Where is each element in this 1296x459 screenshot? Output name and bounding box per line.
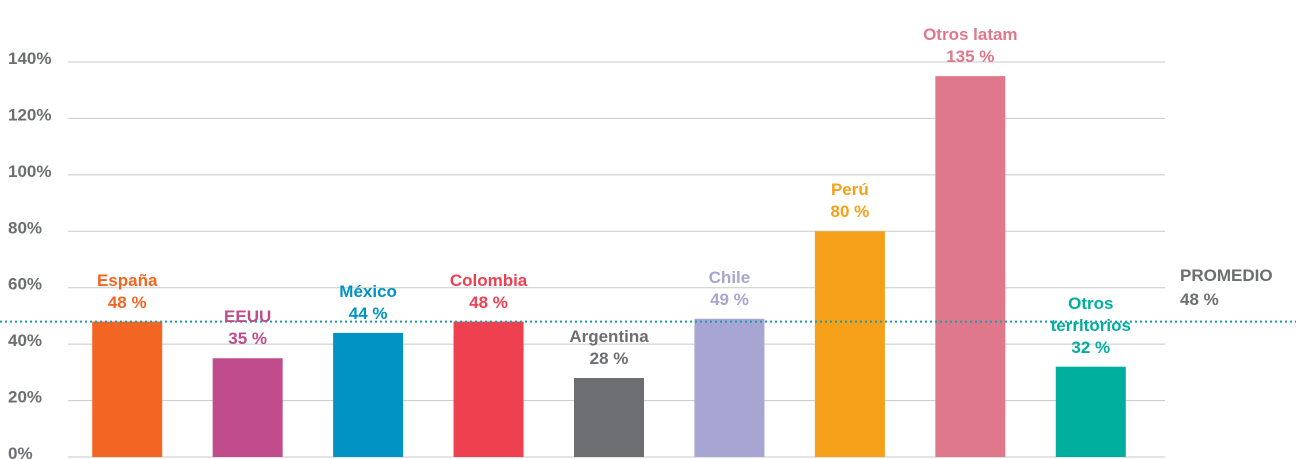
category-label: Colombia <box>449 270 528 290</box>
category-label: Otros latam <box>923 25 1018 45</box>
bar-label: Colombia 48 % <box>429 270 549 314</box>
y-tick-label: 80% <box>8 218 42 237</box>
reference-label: PROMEDIO 48 % <box>1180 264 1273 312</box>
y-tick-label: 140% <box>8 49 51 68</box>
value-label: 28 % <box>589 349 629 368</box>
bar <box>333 332 404 457</box>
y-tick-label: 100% <box>8 162 51 181</box>
bar <box>814 231 885 457</box>
y-tick-label: 120% <box>8 105 51 124</box>
value-label: 80 % <box>830 202 870 222</box>
y-tick-label: 60% <box>8 275 42 294</box>
value-label: 48 % <box>469 292 508 312</box>
value-label: 32 % <box>1071 337 1111 357</box>
category-label: Chile <box>708 267 751 287</box>
value-label: 49 % <box>710 289 749 309</box>
bar-label: Argentina 28 % <box>549 326 669 370</box>
bar-label: México 44 % <box>308 281 428 325</box>
y-tick-label: 0% <box>8 444 33 459</box>
bar-label: Otros latam 135 % <box>910 24 1030 68</box>
category-label: México <box>339 281 397 301</box>
bar-label: EEUU 35 % <box>188 306 308 350</box>
bar-label: España 48 % <box>67 270 187 314</box>
category-label: EEUU <box>224 307 272 327</box>
y-tick-label: 20% <box>8 388 42 407</box>
category-label: Argentina <box>569 327 649 346</box>
value-label: 44 % <box>348 303 388 323</box>
reference-name: PROMEDIO <box>1180 266 1273 285</box>
value-label: 35 % <box>228 329 268 349</box>
value-label: 135 % <box>946 47 995 67</box>
category-label: España <box>96 270 158 290</box>
bar <box>1055 366 1126 457</box>
bar-label: Otros territorios 32 % <box>1031 293 1151 359</box>
bar-label: Chile 49 % <box>669 267 789 311</box>
bar <box>574 378 644 457</box>
category-label: Otros territorios <box>1050 293 1131 335</box>
bar <box>92 321 163 457</box>
bar-label: Perú 80 % <box>790 179 910 223</box>
bar <box>935 76 1006 457</box>
bar <box>212 358 283 457</box>
category-label: Perú <box>830 180 869 200</box>
bar <box>453 321 524 457</box>
bar <box>694 318 765 457</box>
value-label: 48 % <box>107 292 147 312</box>
y-tick-label: 40% <box>8 331 42 350</box>
reference-value: 48 % <box>1180 290 1219 309</box>
